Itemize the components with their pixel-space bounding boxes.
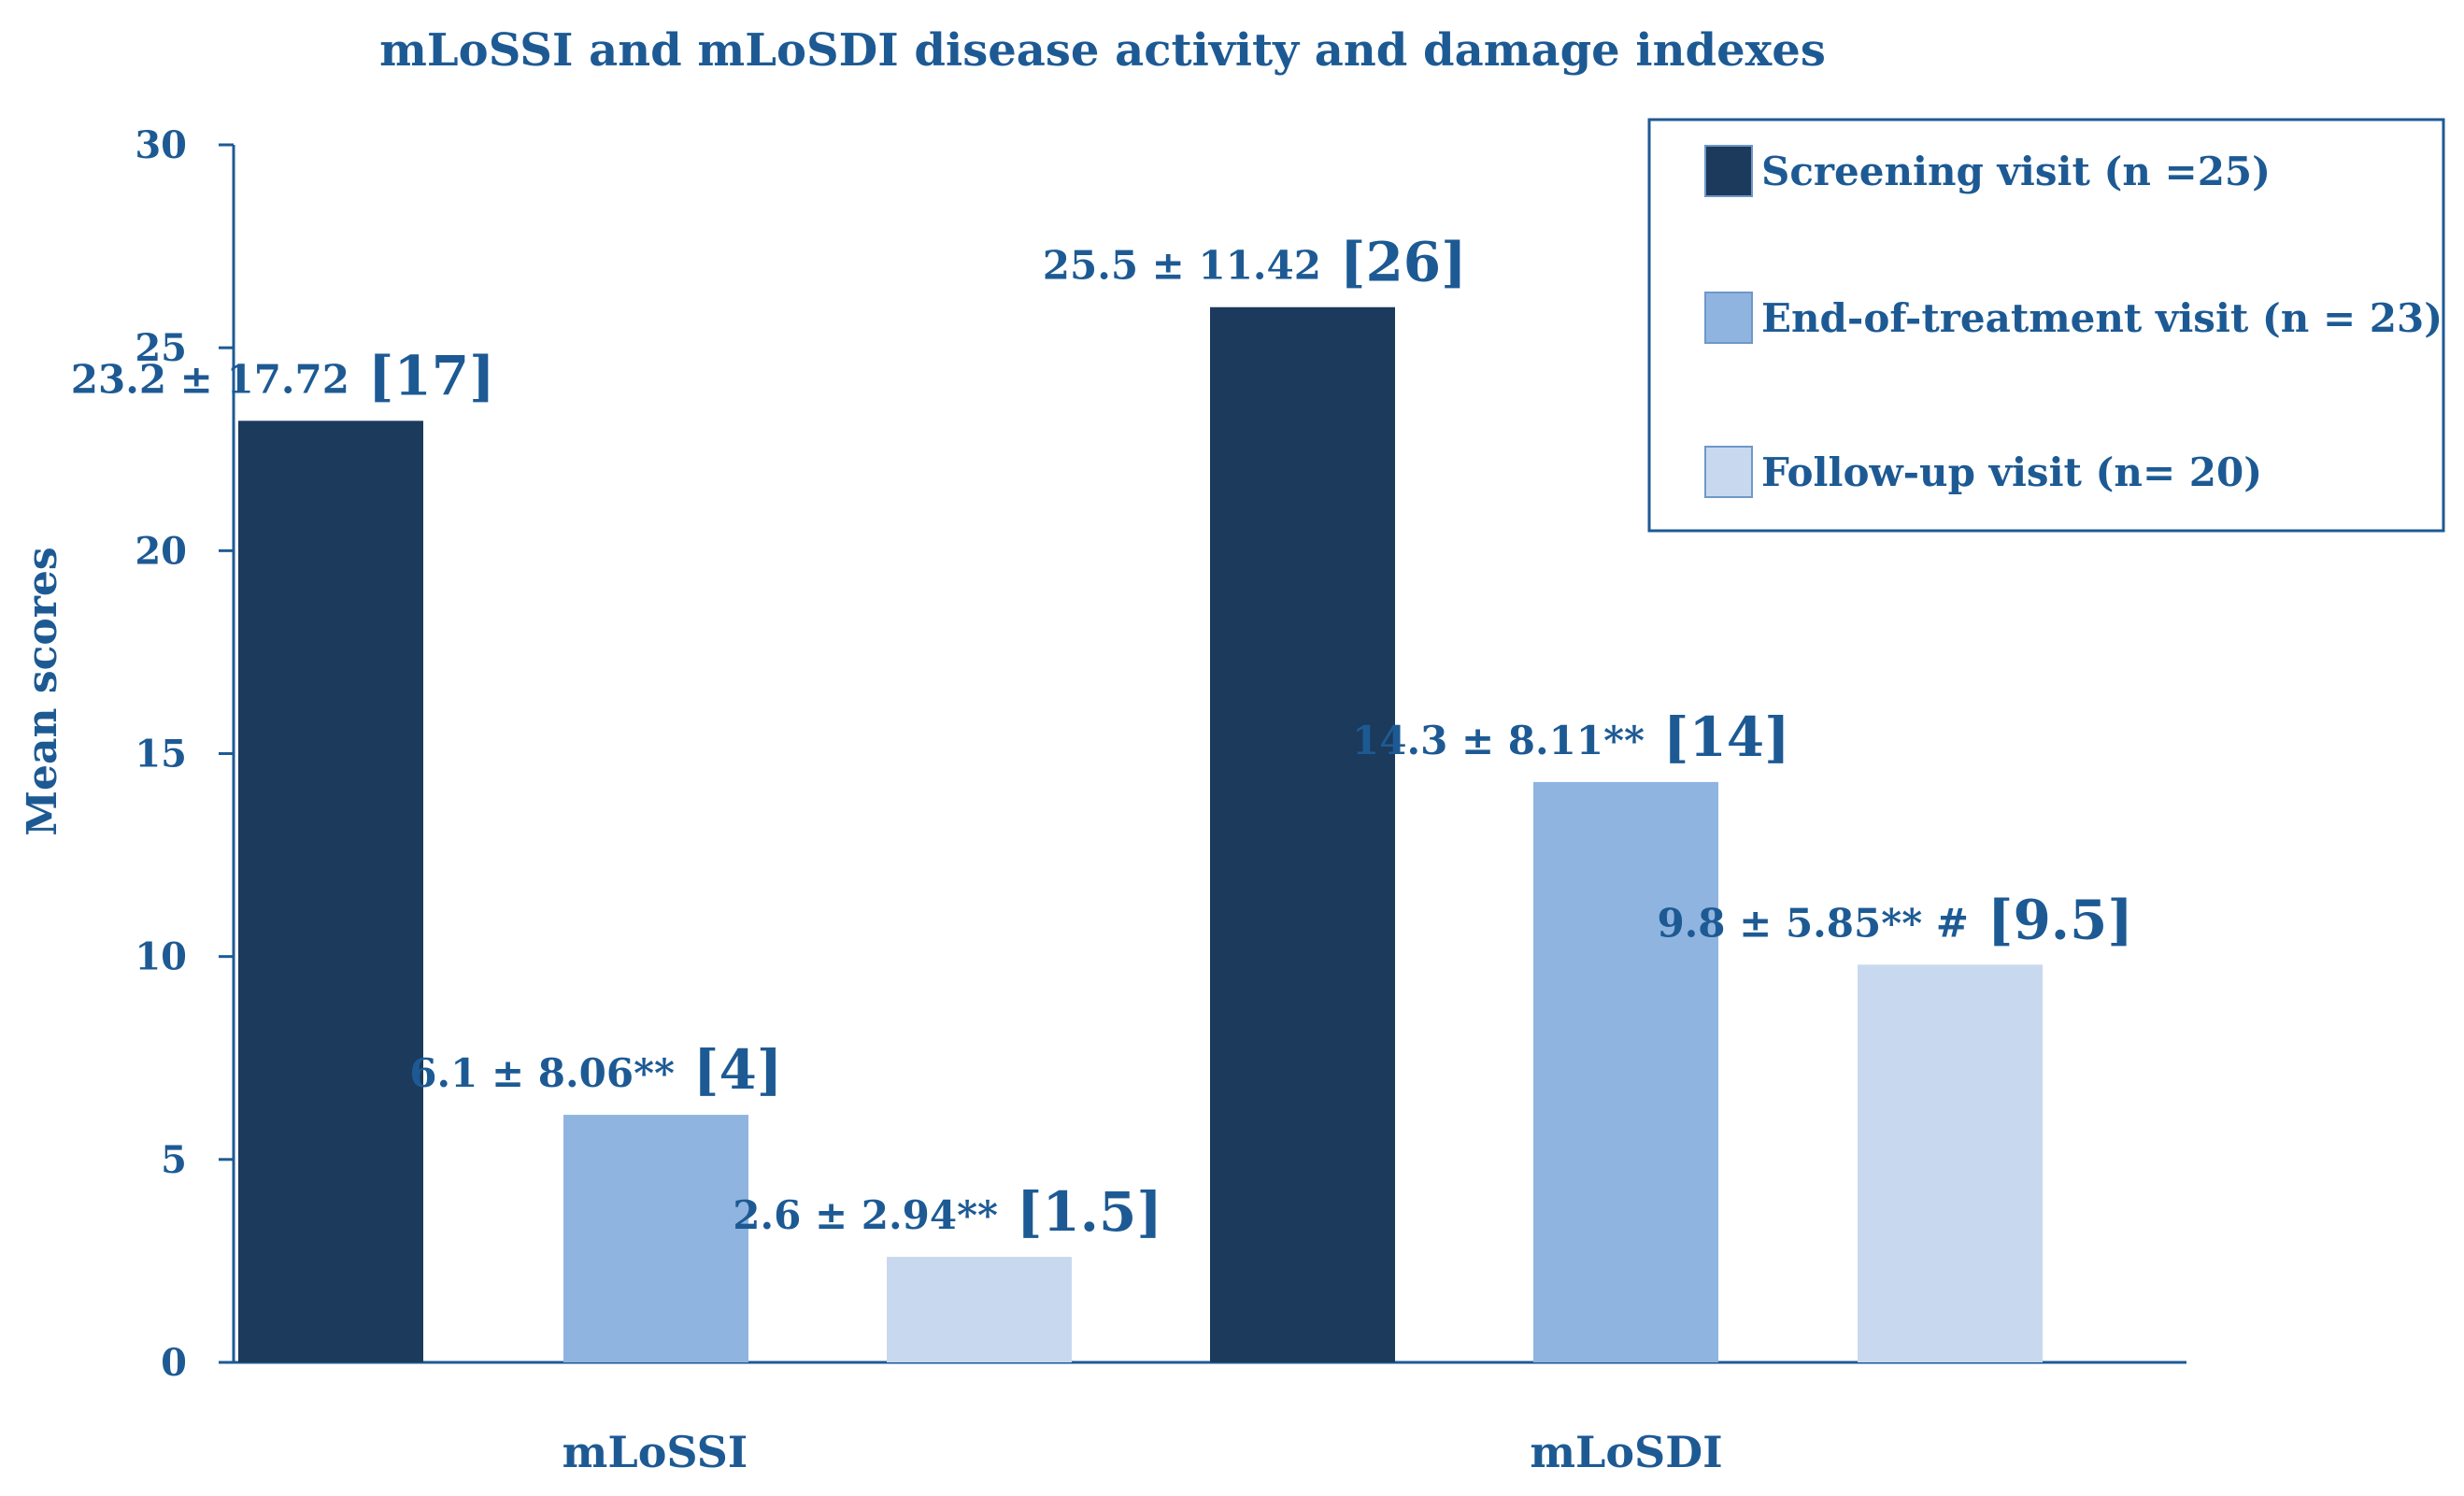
- data-label-median: [17]: [368, 344, 495, 407]
- data-label-mean-sd: 14.3 ± 8.11**: [1352, 718, 1645, 763]
- legend-swatch-1: [1704, 145, 1753, 197]
- y-tick-label: 10: [135, 935, 187, 979]
- y-tick-label: 30: [135, 123, 187, 167]
- legend-label-3: Follow-up visit (n= 20): [1761, 449, 2262, 495]
- legend: Screening visit (n =25) End-of-treatment …: [1647, 118, 2445, 533]
- bar-mlosdi-series-1: [1210, 306, 1395, 1362]
- data-labels: 23.2 ± 17.72 [17] 6.1 ± 8.06** [4] 2.6 ± 2.9…: [71, 231, 2133, 1477]
- data-label-median: [4]: [693, 1038, 782, 1102]
- data-label-mean-sd: 23.2 ± 17.72: [71, 356, 349, 402]
- data-label-mean-sd: 25.5 ± 11.42: [1043, 243, 1321, 289]
- legend-box: [1647, 118, 2445, 533]
- legend-swatch-3: [1704, 446, 1753, 498]
- data-label-mean-sd: 9.8 ± 5.85** #: [1657, 900, 1969, 946]
- bar-mlosdi-series-2: [1533, 781, 1718, 1362]
- x-tick-label: mLoSSI: [563, 1427, 748, 1477]
- axes: 0 5 10 15 20 25 30: [135, 123, 2186, 1385]
- bar-mlosdi-series-3: [1858, 964, 2043, 1362]
- y-tick-label: 25: [135, 326, 187, 370]
- bars: [238, 306, 2043, 1362]
- y-tick-label: 15: [135, 733, 187, 776]
- y-tick-label: 0: [161, 1341, 187, 1385]
- data-label-mean-sd: 6.1 ± 8.06**: [409, 1050, 675, 1096]
- bar-mlossi-series-3: [887, 1257, 1072, 1362]
- data-label-median: [9.5]: [1987, 888, 2133, 951]
- y-axis-label: Mean scores: [19, 547, 66, 835]
- data-label-median: [14]: [1663, 705, 1790, 769]
- legend-swatch-2: [1704, 292, 1753, 344]
- x-tick-label: mLoSDI: [1530, 1427, 1722, 1477]
- data-label-median: [1.5]: [1017, 1180, 1162, 1244]
- bar-mlossi-series-1: [238, 420, 423, 1362]
- y-tick-label: 5: [161, 1138, 187, 1182]
- legend-label-1: Screening visit (n =25): [1761, 149, 2271, 194]
- legend-label-2: End-of-treatment visit (n = 23): [1761, 295, 2443, 341]
- chart-title: mLoSSI and mLoSDI disease activity and d…: [379, 24, 1826, 77]
- bar-mlossi-series-2: [563, 1115, 748, 1362]
- data-label-mean-sd: 2.6 ± 2.94**: [733, 1192, 998, 1238]
- y-tick-label: 20: [135, 529, 187, 573]
- data-label-median: [26]: [1340, 231, 1467, 294]
